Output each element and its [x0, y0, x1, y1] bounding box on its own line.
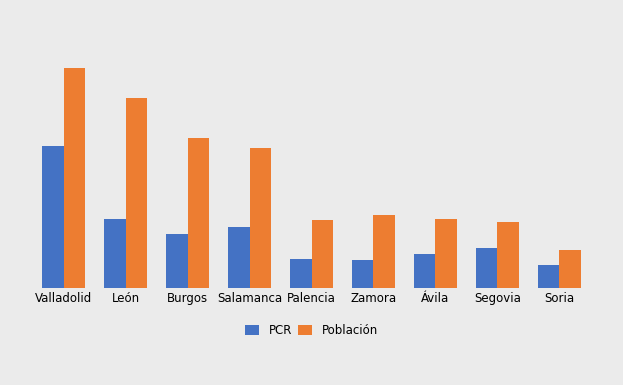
Bar	[188, 138, 209, 288]
Legend: PCR, Población: PCR, Población	[240, 319, 383, 341]
Bar	[166, 234, 188, 288]
Bar	[497, 223, 519, 288]
Bar	[64, 68, 85, 288]
Bar	[435, 219, 457, 288]
Bar	[104, 219, 126, 288]
Bar	[42, 146, 64, 288]
Bar	[559, 250, 581, 288]
Bar	[352, 260, 373, 288]
Bar	[538, 264, 559, 288]
Bar	[126, 97, 147, 288]
Bar	[312, 220, 333, 288]
Bar	[476, 248, 497, 288]
Bar	[373, 215, 395, 288]
Bar	[414, 254, 435, 288]
Bar	[228, 228, 250, 288]
Bar	[250, 148, 271, 288]
Bar	[290, 259, 312, 288]
